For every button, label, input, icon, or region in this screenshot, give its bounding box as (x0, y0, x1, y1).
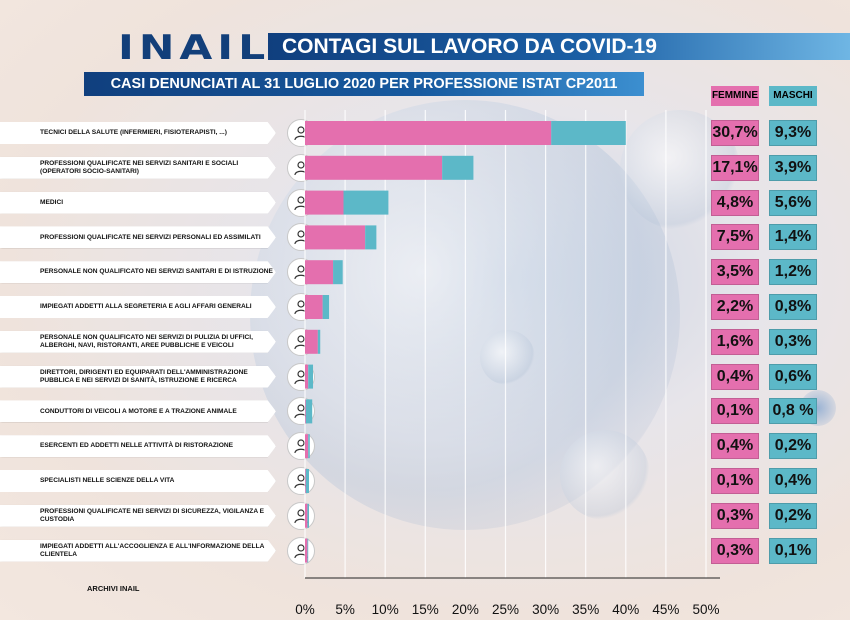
bar-maschi (551, 121, 626, 145)
bar-maschi (317, 329, 321, 354)
cloche-icon (287, 432, 315, 461)
category-label: TECNICI DELLA SALUTE (INFERMIERI, FISIOT… (0, 122, 276, 144)
value-label-maschi: 0,3% (769, 328, 817, 355)
value-label-femmine: 3,5% (711, 259, 759, 286)
receptionist-icon (287, 536, 315, 565)
value-label-maschi: 0,1% (769, 537, 817, 564)
x-tick-label: 45% (652, 602, 680, 617)
value-label-femmine: 17,1% (711, 154, 759, 181)
value-label-femmine: 0,1% (711, 468, 759, 494)
value-label-maschi: 1,4% (769, 224, 817, 251)
value-label-maschi: 0,8% (769, 294, 817, 320)
bar-femmine (305, 155, 443, 180)
value-label-maschi: 5,6% (769, 189, 817, 216)
x-tick-label: 0% (295, 602, 315, 617)
page-title: CONTAGI SUL LAVORO DA COVID-19 (268, 33, 850, 60)
category-label: PERSONALE NON QUALIFICATO NEI SERVIZI SA… (0, 261, 276, 284)
care-worker-icon (287, 153, 315, 182)
page-subtitle: CASI DENUNCIATI AL 31 LUGLIO 2020 PER PR… (84, 72, 644, 96)
value-label-femmine: 0,3% (711, 537, 759, 564)
van-icon (287, 397, 315, 426)
personal-service-icon (287, 223, 315, 252)
category-label: PROFESSIONI QUALIFICATE NEI SERVIZI DI S… (0, 504, 276, 527)
value-label-maschi: 3,9% (769, 154, 817, 181)
legend-femmine: FEMMINE (711, 86, 759, 106)
x-tick-label: 50% (692, 602, 720, 617)
bar-maschi (343, 190, 389, 215)
category-label: DIRETTORI, DIRIGENTI ED EQUIPARATI DELL'… (0, 365, 276, 388)
unskilled-health-icon (287, 258, 315, 287)
value-label-maschi: 0,2% (769, 433, 817, 460)
virus-decoration (480, 330, 535, 385)
x-tick-label: 25% (491, 602, 520, 617)
value-label-maschi: 1,2% (769, 259, 817, 286)
value-label-femmine: 4,8% (711, 189, 759, 216)
source-note: ARCHIVI INAIL (87, 584, 140, 593)
bar-maschi (365, 225, 377, 250)
x-tick-label: 30% (532, 602, 560, 617)
cleaning-gloves-icon (287, 327, 315, 356)
x-tick-label: 40% (612, 602, 640, 617)
virus-decoration (560, 430, 650, 520)
x-tick-label: 5% (335, 602, 355, 617)
value-label-maschi: 0,6% (769, 363, 817, 390)
bar-maschi (322, 295, 330, 319)
category-label: IMPIEGATI ADDETTI ALLA SEGRETERIA E AGLI… (0, 296, 276, 318)
manager-icon (287, 362, 315, 391)
doctor-icon (287, 188, 315, 217)
scientist-icon (287, 467, 315, 495)
value-label-femmine: 0,1% (711, 398, 759, 425)
category-label: IMPIEGATI ADDETTI ALL'ACCOGLIENZA E ALL'… (0, 539, 276, 562)
x-tick-label: 20% (451, 602, 479, 617)
category-label: SPECIALISTI NELLE SCIENZE DELLA VITA (0, 470, 276, 492)
category-label: MEDICI (0, 191, 276, 214)
value-label-femmine: 1,6% (711, 328, 759, 355)
value-label-femmine: 7,5% (711, 224, 759, 251)
value-label-femmine: 30,7% (711, 120, 759, 146)
secretary-icon (287, 293, 315, 321)
value-label-femmine: 2,2% (711, 294, 759, 320)
inail-logo: INAIL (118, 28, 271, 68)
nurse-icon (287, 119, 315, 147)
bar-maschi (333, 260, 343, 285)
value-label-femmine: 0,4% (711, 363, 759, 390)
value-label-femmine: 0,3% (711, 502, 759, 529)
value-label-maschi: 0,8 % (769, 398, 817, 425)
bar-femmine (305, 121, 552, 145)
x-tick-label: 15% (411, 602, 439, 617)
legend-maschi: MASCHI (769, 86, 817, 106)
value-label-femmine: 0,4% (711, 433, 759, 460)
x-tick-label: 35% (572, 602, 600, 617)
value-label-maschi: 0,2% (769, 502, 817, 529)
category-label: PERSONALE NON QUALIFICATO NEI SERVIZI DI… (0, 330, 276, 353)
value-label-maschi: 9,3% (769, 120, 817, 146)
category-label: CONDUTTORI DI VEICOLI A MOTORE E A TRAZI… (0, 400, 276, 423)
category-label: PROFESSIONI QUALIFICATE NEI SERVIZI PERS… (0, 226, 276, 249)
category-label: ESERCENTI ED ADDETTI NELLE ATTIVITÀ DI R… (0, 435, 276, 458)
security-guard-icon (287, 501, 315, 530)
x-tick-label: 10% (371, 602, 399, 617)
category-label: PROFESSIONI QUALIFICATE NEI SERVIZI SANI… (0, 156, 276, 179)
bar-maschi (442, 155, 474, 180)
value-label-maschi: 0,4% (769, 468, 817, 494)
